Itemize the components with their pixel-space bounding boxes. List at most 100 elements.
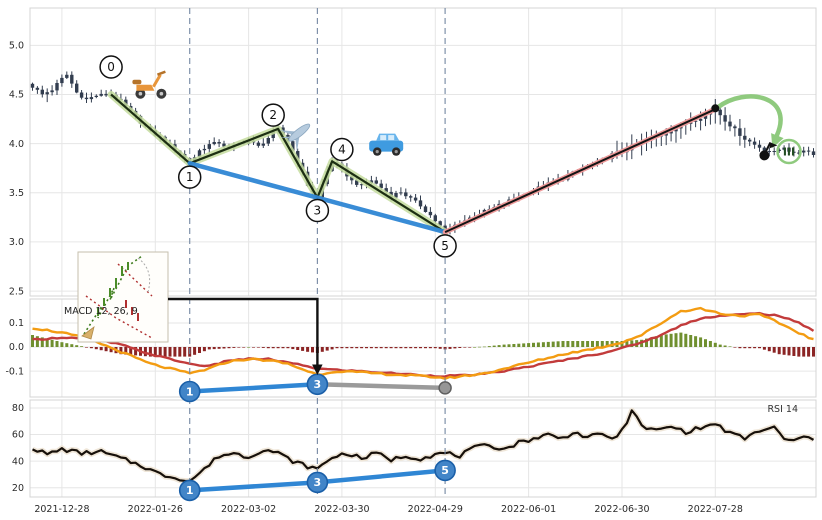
wave-number-2: 2	[261, 103, 285, 127]
elliott-wave-line	[110, 93, 446, 234]
hist-bar	[89, 347, 93, 349]
hist-bar	[792, 347, 796, 356]
hist-bar	[758, 347, 761, 349]
macd-connector	[187, 382, 320, 394]
hist-bar	[654, 336, 658, 347]
hist-bar	[281, 347, 285, 349]
y-tick-label: 2.5	[9, 286, 24, 297]
shape: 2	[269, 108, 277, 122]
macd-line	[32, 306, 814, 380]
candle-body	[350, 176, 354, 181]
shape: 0	[107, 60, 115, 74]
hist-bar	[522, 343, 526, 347]
hist-bar	[394, 347, 398, 349]
shape	[178, 479, 201, 502]
hist-bar	[94, 347, 98, 350]
hist-bar	[674, 333, 678, 347]
hist-bar	[232, 347, 236, 348]
y-tick-label: -0.1	[5, 366, 24, 377]
candle-body	[428, 211, 433, 216]
candle-body	[728, 121, 732, 127]
hist-bar	[261, 347, 265, 348]
shape	[288, 123, 311, 142]
hist-bar	[60, 342, 64, 347]
hist-bar	[237, 347, 241, 348]
shape	[261, 103, 285, 127]
shape: 3	[314, 378, 322, 391]
candle-body	[409, 196, 413, 198]
shape: 5	[441, 239, 449, 253]
scooter-icon	[132, 70, 167, 99]
hist-bar	[625, 340, 629, 347]
candle-body	[256, 142, 261, 146]
macd-gray-segment	[315, 382, 448, 391]
candle-body	[703, 114, 708, 119]
candle-body	[718, 109, 722, 116]
candle-body	[438, 221, 442, 226]
candle-body	[355, 180, 359, 185]
shape	[388, 135, 395, 141]
hist-bar	[468, 347, 472, 348]
hist-bar	[527, 343, 531, 347]
hist-bar	[463, 347, 467, 348]
shape	[380, 135, 387, 141]
macd-marker-3: 3	[306, 373, 329, 396]
hist-bar	[424, 347, 427, 349]
candle-body	[202, 148, 207, 151]
hist-bar	[718, 344, 722, 347]
candle-body	[197, 150, 202, 158]
hist-bar	[428, 347, 432, 349]
hist-bar	[301, 347, 305, 351]
candle-body	[99, 93, 103, 96]
shape: 5	[441, 464, 449, 477]
shape: 4	[338, 143, 346, 157]
hist-bar	[384, 347, 388, 349]
hist-bar	[458, 347, 462, 348]
panel-border	[29, 7, 817, 297]
shape	[280, 136, 291, 139]
dot-marker	[759, 150, 770, 161]
hist-bar	[551, 341, 555, 347]
candle-body	[369, 180, 374, 183]
hist-bar	[129, 347, 133, 355]
candle-body	[772, 151, 776, 152]
hist-bar	[782, 347, 786, 355]
candle-body	[802, 150, 806, 153]
candle-body	[399, 192, 403, 194]
y-tick-label: 4.5	[9, 90, 24, 101]
flag-pole	[764, 141, 772, 153]
hist-bar	[487, 346, 491, 348]
hist-bar	[217, 347, 221, 349]
candle-body	[40, 89, 44, 95]
hist-bar	[478, 346, 481, 348]
candle-body	[698, 118, 703, 121]
hist-bar	[630, 340, 634, 347]
shape	[375, 150, 379, 154]
candle-body	[806, 150, 811, 152]
hist-bar	[762, 347, 766, 350]
hist-bar	[360, 347, 364, 349]
hist-bar	[306, 347, 310, 352]
flag	[769, 142, 778, 149]
hist-bar	[797, 347, 801, 357]
hist-bar	[40, 337, 44, 347]
shape	[394, 150, 398, 154]
hist-bar	[812, 347, 815, 357]
candle-body	[423, 206, 428, 212]
hist-bar	[311, 347, 314, 353]
y-tick-label: 80	[12, 403, 24, 414]
hist-bar	[532, 342, 535, 347]
hist-bar	[369, 347, 373, 349]
hist-bar	[75, 345, 79, 347]
hist-bar	[772, 347, 776, 353]
candle-body	[762, 147, 767, 151]
hist-bar	[379, 347, 383, 349]
candle-body	[271, 131, 275, 138]
hist-bar	[193, 347, 197, 355]
hist-bar	[350, 347, 354, 349]
hist-bar	[728, 346, 732, 347]
macd-gray-dot	[438, 381, 452, 395]
hist-bar	[448, 347, 452, 349]
candle-body	[767, 151, 771, 152]
support-trendline	[187, 161, 448, 235]
